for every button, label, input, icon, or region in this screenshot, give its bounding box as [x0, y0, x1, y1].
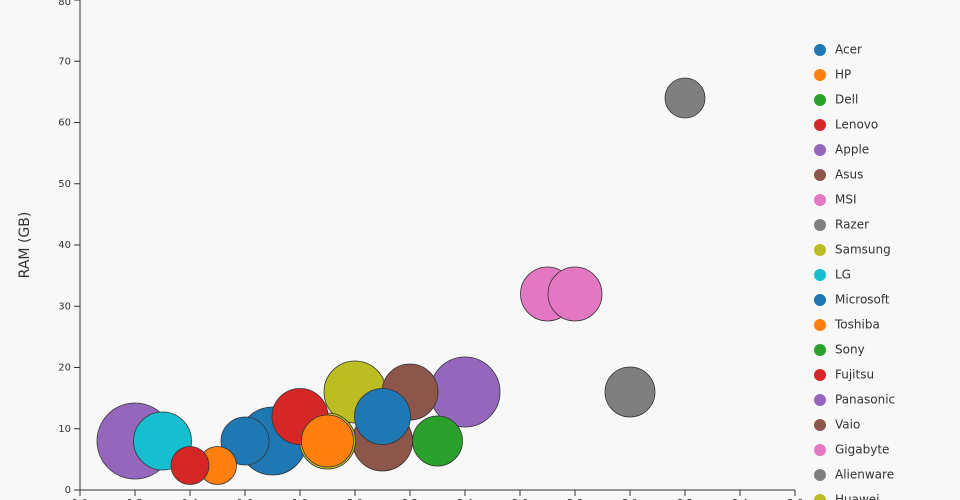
legend-label[interactable]: Microsoft	[835, 293, 890, 307]
y-tick-label: 0	[65, 485, 71, 496]
legend-swatch[interactable]	[814, 244, 826, 256]
x-tick-label: 3.6	[787, 498, 803, 500]
y-tick-label: 80	[58, 0, 71, 8]
legend-label[interactable]: Lenovo	[835, 118, 878, 132]
legend-label[interactable]: Apple	[835, 143, 869, 157]
legend-label[interactable]: Fujitsu	[835, 368, 874, 382]
x-tick-label: 2.4	[457, 498, 473, 500]
legend-label[interactable]: Toshiba	[834, 318, 880, 332]
bubble	[664, 77, 706, 119]
legend-swatch[interactable]	[814, 344, 826, 356]
legend-swatch[interactable]	[814, 94, 826, 106]
x-tick-label: 1.0	[72, 498, 88, 500]
y-tick-label: 50	[58, 179, 71, 190]
legend-swatch[interactable]	[814, 44, 826, 56]
x-tick-label: 2.8	[567, 498, 583, 500]
legend-label[interactable]: Razer	[835, 218, 869, 232]
legend-label[interactable]: HP	[835, 68, 851, 82]
y-tick-label: 10	[58, 424, 71, 435]
y-tick-label: 30	[58, 301, 71, 312]
legend-label[interactable]: Samsung	[835, 243, 891, 257]
legend-swatch[interactable]	[814, 444, 826, 456]
bubble	[220, 416, 270, 466]
x-tick-label: 1.6	[237, 498, 253, 500]
x-tick-label: 2.2	[402, 498, 418, 500]
x-tick-label: 3.0	[622, 498, 638, 500]
x-tick-label: 2.6	[512, 498, 528, 500]
x-tick-label: 1.8	[292, 498, 308, 500]
legend-label[interactable]: Alienware	[835, 468, 894, 482]
x-tick-label: 1.2	[127, 498, 143, 500]
legend-swatch[interactable]	[814, 144, 826, 156]
legend-swatch[interactable]	[814, 469, 826, 481]
legend-swatch[interactable]	[814, 494, 826, 500]
legend-swatch[interactable]	[814, 69, 826, 81]
legend-label[interactable]: Panasonic	[835, 393, 895, 407]
legend-swatch[interactable]	[814, 294, 826, 306]
legend-swatch[interactable]	[814, 119, 826, 131]
legend-label[interactable]: LG	[835, 268, 851, 282]
x-tick-label: 3.4	[732, 498, 748, 500]
bubble	[412, 415, 463, 467]
legend-swatch[interactable]	[814, 419, 826, 431]
bubble	[301, 414, 354, 468]
legend-swatch[interactable]	[814, 394, 826, 406]
y-tick-label: 70	[58, 56, 71, 67]
legend-swatch[interactable]	[814, 269, 826, 281]
y-axis-label: RAM (GB)	[17, 212, 33, 279]
legend-label[interactable]: Vaio	[835, 418, 860, 432]
legend-swatch[interactable]	[814, 169, 826, 181]
legend-label[interactable]: Acer	[835, 43, 862, 57]
x-tick-label: 2.0	[347, 498, 363, 500]
y-tick-label: 60	[58, 118, 71, 129]
bubble	[604, 366, 656, 418]
x-tick-label: 1.4	[182, 498, 198, 500]
legend-label[interactable]: Gigabyte	[835, 443, 889, 457]
y-tick-label: 40	[58, 240, 71, 251]
legend-swatch[interactable]	[814, 219, 826, 231]
bubble	[170, 446, 210, 485]
legend-swatch[interactable]	[814, 369, 826, 381]
y-tick-label: 20	[58, 363, 71, 374]
legend-label[interactable]: Dell	[835, 93, 858, 107]
x-tick-label: 3.2	[677, 498, 693, 500]
legend-swatch[interactable]	[814, 319, 826, 331]
legend-label[interactable]: MSI	[835, 193, 857, 207]
legend-label[interactable]: Sony	[835, 343, 865, 357]
legend-label[interactable]: Asus	[835, 168, 863, 182]
legend-swatch[interactable]	[814, 194, 826, 206]
bubble	[354, 388, 411, 445]
bubble	[547, 266, 603, 322]
legend-label[interactable]: Huawei	[835, 493, 880, 500]
